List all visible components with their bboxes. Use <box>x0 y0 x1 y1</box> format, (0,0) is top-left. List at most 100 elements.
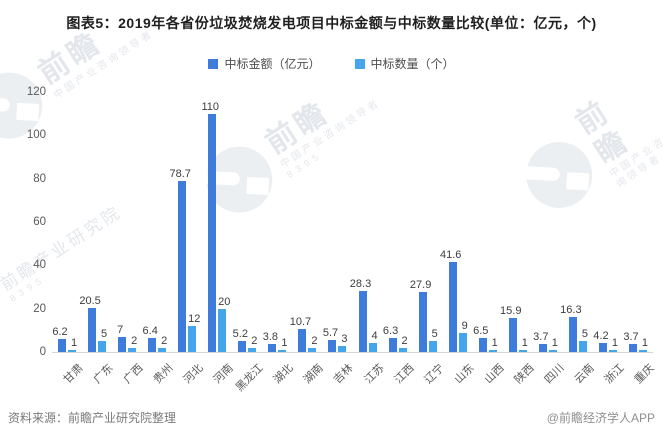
amount-value-label: 28.3 <box>349 277 372 290</box>
count-bar <box>428 341 437 352</box>
amount-value-label: 27.9 <box>409 278 432 291</box>
brand-credit: @前瞻经济学人APP <box>546 411 655 425</box>
x-axis-label: 四川 <box>542 362 567 387</box>
legend-item-count: 中标数量（个） <box>354 55 455 72</box>
plot-area: 0 20 40 60 80 100 120 6.2 1 20.5 5 7 2 6.4 2 78.7 12 110… <box>27 86 653 358</box>
chart-title: 图表5：2019年各省份垃圾焚烧发电项目中标金额与中标数量比较(单位：亿元，个) <box>66 15 597 31</box>
x-axis-label: 浙江 <box>602 362 627 387</box>
x-axis-label: 陕西 <box>512 362 537 387</box>
count-bar <box>548 349 557 352</box>
count-value-label: 5 <box>581 328 588 341</box>
x-axis-label: 黑龙江 <box>234 362 266 394</box>
amount-value-label: 110 <box>201 100 220 113</box>
x-axis-label: 辽宁 <box>422 362 447 387</box>
amount-bar <box>118 336 127 352</box>
amount-bar <box>88 307 97 352</box>
count-value-label: 1 <box>281 336 288 349</box>
amount-value-label: 6.5 <box>473 324 489 337</box>
count-bar <box>518 349 527 352</box>
count-value-label: 1 <box>521 336 528 349</box>
count-value-label: 12 <box>188 313 201 325</box>
amount-value-label: 10.7 <box>289 315 312 328</box>
amount-bar <box>628 343 637 352</box>
count-value-label: 2 <box>401 334 408 347</box>
count-value-label: 1 <box>551 336 558 349</box>
legend: 中标金额（亿元） 中标数量（个） <box>0 55 663 72</box>
x-axis-label: 江苏 <box>362 362 387 387</box>
count-value-label: 3 <box>341 332 348 345</box>
y-axis-tick-label: 120 <box>26 86 46 98</box>
count-value-label: 20 <box>218 295 231 308</box>
x-axis-label: 广西 <box>121 362 146 387</box>
count-value-label: 2 <box>251 334 258 347</box>
x-axis-label: 湖南 <box>301 362 327 387</box>
amount-bar <box>508 317 517 352</box>
count-bar <box>578 341 587 352</box>
amount-bar <box>328 339 337 352</box>
count-value-label: 1 <box>641 336 649 349</box>
legend-label-amount: 中标金额（亿元） <box>224 57 321 71</box>
amount-bar <box>418 291 427 352</box>
amount-value-label: 20.5 <box>79 294 101 307</box>
amount-bar <box>448 261 457 352</box>
count-bar <box>98 341 107 352</box>
amount-value-label: 7 <box>117 323 124 336</box>
amount-value-label: 5.2 <box>232 327 248 340</box>
legend-swatch-amount-icon <box>208 58 219 69</box>
count-value-label: 5 <box>431 328 438 341</box>
amount-bar <box>598 342 607 352</box>
count-bar <box>458 332 467 352</box>
amount-bar <box>388 338 397 352</box>
amount-value-label: 16.3 <box>560 303 582 316</box>
amount-value-label: 6.2 <box>52 325 68 338</box>
y-axis-tick-label: 100 <box>26 129 46 142</box>
amount-value-label: 15.9 <box>500 304 522 317</box>
count-bar <box>338 345 347 352</box>
x-axis-label: 广东 <box>91 362 116 387</box>
amount-bar <box>208 113 217 352</box>
count-bar <box>368 343 377 352</box>
x-axis-label: 云南 <box>572 362 597 387</box>
count-value-label: 2 <box>131 334 138 347</box>
count-bar <box>278 349 287 352</box>
amount-bar <box>238 340 247 352</box>
x-axis-label: 山东 <box>452 362 477 387</box>
amount-value-label: 5.7 <box>322 326 339 339</box>
y-axis-tick-label: 40 <box>33 259 46 272</box>
amount-value-label: 4.2 <box>593 329 609 342</box>
count-value-label: 1 <box>611 336 618 349</box>
amount-value-label: 41.6 <box>439 248 462 261</box>
amount-bar <box>358 290 367 352</box>
count-value-label: 9 <box>461 319 468 332</box>
x-axis-label: 河北 <box>181 362 206 387</box>
count-value-label: 2 <box>161 334 168 347</box>
y-axis-tick-label: 0 <box>39 346 46 358</box>
count-bar <box>248 347 257 352</box>
amount-bar <box>568 316 577 352</box>
amount-value-label: 3.7 <box>623 330 639 343</box>
amount-value-label: 3.7 <box>533 330 549 343</box>
amount-value-label: 78.7 <box>169 168 191 181</box>
count-bar <box>398 347 407 352</box>
y-axis-tick-label: 60 <box>33 216 46 228</box>
count-bar <box>488 349 497 352</box>
x-axis-label: 吉林 <box>332 362 357 387</box>
amount-bar <box>298 328 307 352</box>
amount-value-label: 6.3 <box>382 325 399 338</box>
legend-item-amount: 中标金额（亿元） <box>208 55 321 72</box>
count-bar <box>68 349 77 352</box>
count-bar <box>158 347 167 352</box>
y-axis-tick-label: 20 <box>33 302 46 315</box>
count-bar <box>608 349 617 352</box>
count-value-label: 5 <box>101 328 108 341</box>
amount-bar <box>478 337 487 352</box>
x-axis-label: 河南 <box>211 362 236 387</box>
source-note: 资料来源：前瞻产业研究院整理 <box>8 411 177 425</box>
x-axis-label: 江西 <box>392 362 417 387</box>
count-bar <box>638 349 647 352</box>
amount-bar <box>268 343 277 352</box>
count-value-label: 1 <box>70 336 78 349</box>
amount-bar <box>538 343 547 352</box>
amount-bar <box>148 338 157 352</box>
